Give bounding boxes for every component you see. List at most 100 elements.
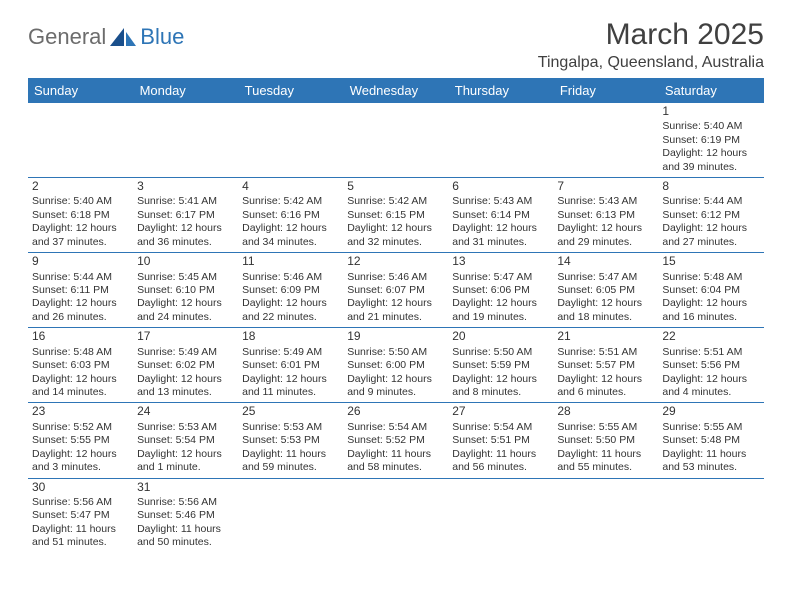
logo-sail-icon (110, 26, 136, 48)
sunrise-text: Sunrise: 5:47 AM (557, 271, 654, 284)
day-number: 11 (242, 254, 339, 269)
day-header-row: SundayMondayTuesdayWednesdayThursdayFrid… (28, 78, 764, 103)
daylight-text: Daylight: 12 hours and 29 minutes. (557, 222, 654, 249)
sunset-text: Sunset: 6:03 PM (32, 359, 129, 372)
daylight-text: Daylight: 12 hours and 27 minutes. (662, 222, 759, 249)
sunrise-text: Sunrise: 5:51 AM (662, 346, 759, 359)
day-number: 30 (32, 480, 129, 495)
calendar-cell: 3Sunrise: 5:41 AMSunset: 6:17 PMDaylight… (133, 178, 238, 253)
day-number: 18 (242, 329, 339, 344)
calendar-cell: 28Sunrise: 5:55 AMSunset: 5:50 PMDayligh… (553, 403, 658, 478)
sunset-text: Sunset: 5:59 PM (452, 359, 549, 372)
calendar-cell: 21Sunrise: 5:51 AMSunset: 5:57 PMDayligh… (553, 328, 658, 403)
day-header: Friday (553, 78, 658, 103)
header: General Blue March 2025 Tingalpa, Queens… (28, 18, 764, 72)
day-number: 16 (32, 329, 129, 344)
day-number: 13 (452, 254, 549, 269)
calendar-cell-empty (28, 103, 133, 178)
day-header: Sunday (28, 78, 133, 103)
day-number: 10 (137, 254, 234, 269)
sunset-text: Sunset: 5:55 PM (32, 434, 129, 447)
daylight-text: Daylight: 12 hours and 32 minutes. (347, 222, 444, 249)
sunrise-text: Sunrise: 5:46 AM (242, 271, 339, 284)
calendar-cell: 14Sunrise: 5:47 AMSunset: 6:05 PMDayligh… (553, 253, 658, 328)
daylight-text: Daylight: 12 hours and 26 minutes. (32, 297, 129, 324)
daylight-text: Daylight: 12 hours and 34 minutes. (242, 222, 339, 249)
calendar-cell: 31Sunrise: 5:56 AMSunset: 5:46 PMDayligh… (133, 478, 238, 553)
daylight-text: Daylight: 11 hours and 51 minutes. (32, 523, 129, 550)
day-number: 1 (662, 104, 759, 119)
sunrise-text: Sunrise: 5:50 AM (452, 346, 549, 359)
sunrise-text: Sunrise: 5:52 AM (32, 421, 129, 434)
sunrise-text: Sunrise: 5:48 AM (662, 271, 759, 284)
sunrise-text: Sunrise: 5:40 AM (32, 195, 129, 208)
daylight-text: Daylight: 12 hours and 31 minutes. (452, 222, 549, 249)
sunset-text: Sunset: 6:15 PM (347, 209, 444, 222)
sunrise-text: Sunrise: 5:40 AM (662, 120, 759, 133)
calendar-cell: 5Sunrise: 5:42 AMSunset: 6:15 PMDaylight… (343, 178, 448, 253)
sunset-text: Sunset: 5:50 PM (557, 434, 654, 447)
location: Tingalpa, Queensland, Australia (538, 54, 764, 72)
sunrise-text: Sunrise: 5:49 AM (137, 346, 234, 359)
calendar-cell: 18Sunrise: 5:49 AMSunset: 6:01 PMDayligh… (238, 328, 343, 403)
sunset-text: Sunset: 6:19 PM (662, 134, 759, 147)
calendar-cell: 30Sunrise: 5:56 AMSunset: 5:47 PMDayligh… (28, 478, 133, 553)
daylight-text: Daylight: 11 hours and 53 minutes. (662, 448, 759, 475)
calendar-cell: 6Sunrise: 5:43 AMSunset: 6:14 PMDaylight… (448, 178, 553, 253)
day-number: 19 (347, 329, 444, 344)
day-number: 25 (242, 404, 339, 419)
day-number: 24 (137, 404, 234, 419)
sunrise-text: Sunrise: 5:56 AM (32, 496, 129, 509)
day-header: Wednesday (343, 78, 448, 103)
calendar-cell: 17Sunrise: 5:49 AMSunset: 6:02 PMDayligh… (133, 328, 238, 403)
day-number: 29 (662, 404, 759, 419)
sunrise-text: Sunrise: 5:53 AM (137, 421, 234, 434)
day-number: 26 (347, 404, 444, 419)
sunrise-text: Sunrise: 5:54 AM (452, 421, 549, 434)
sunset-text: Sunset: 5:46 PM (137, 509, 234, 522)
day-number: 14 (557, 254, 654, 269)
sunset-text: Sunset: 5:54 PM (137, 434, 234, 447)
logo-text-blue: Blue (140, 24, 184, 50)
sunrise-text: Sunrise: 5:44 AM (662, 195, 759, 208)
sunset-text: Sunset: 5:53 PM (242, 434, 339, 447)
sunrise-text: Sunrise: 5:43 AM (452, 195, 549, 208)
calendar-cell: 2Sunrise: 5:40 AMSunset: 6:18 PMDaylight… (28, 178, 133, 253)
daylight-text: Daylight: 11 hours and 59 minutes. (242, 448, 339, 475)
calendar-cell-empty (448, 103, 553, 178)
sunset-text: Sunset: 6:13 PM (557, 209, 654, 222)
calendar-cell: 25Sunrise: 5:53 AMSunset: 5:53 PMDayligh… (238, 403, 343, 478)
daylight-text: Daylight: 11 hours and 58 minutes. (347, 448, 444, 475)
sunset-text: Sunset: 5:47 PM (32, 509, 129, 522)
calendar-body: 1Sunrise: 5:40 AMSunset: 6:19 PMDaylight… (28, 103, 764, 553)
sunset-text: Sunset: 6:07 PM (347, 284, 444, 297)
day-number: 22 (662, 329, 759, 344)
sunset-text: Sunset: 5:48 PM (662, 434, 759, 447)
calendar-cell: 13Sunrise: 5:47 AMSunset: 6:06 PMDayligh… (448, 253, 553, 328)
day-number: 17 (137, 329, 234, 344)
calendar-cell-empty (658, 478, 763, 553)
calendar-cell-empty (343, 103, 448, 178)
sunrise-text: Sunrise: 5:46 AM (347, 271, 444, 284)
calendar-row: 16Sunrise: 5:48 AMSunset: 6:03 PMDayligh… (28, 328, 764, 403)
sunset-text: Sunset: 6:11 PM (32, 284, 129, 297)
sunset-text: Sunset: 6:00 PM (347, 359, 444, 372)
day-header: Monday (133, 78, 238, 103)
sunrise-text: Sunrise: 5:49 AM (242, 346, 339, 359)
daylight-text: Daylight: 12 hours and 14 minutes. (32, 373, 129, 400)
month-title: March 2025 (538, 18, 764, 52)
day-number: 3 (137, 179, 234, 194)
day-number: 20 (452, 329, 549, 344)
sunset-text: Sunset: 6:05 PM (557, 284, 654, 297)
calendar-row: 23Sunrise: 5:52 AMSunset: 5:55 PMDayligh… (28, 403, 764, 478)
calendar-cell: 19Sunrise: 5:50 AMSunset: 6:00 PMDayligh… (343, 328, 448, 403)
calendar-cell: 4Sunrise: 5:42 AMSunset: 6:16 PMDaylight… (238, 178, 343, 253)
day-number: 4 (242, 179, 339, 194)
day-number: 6 (452, 179, 549, 194)
day-header: Saturday (658, 78, 763, 103)
daylight-text: Daylight: 12 hours and 36 minutes. (137, 222, 234, 249)
sunrise-text: Sunrise: 5:50 AM (347, 346, 444, 359)
calendar-cell-empty (343, 478, 448, 553)
sunrise-text: Sunrise: 5:55 AM (557, 421, 654, 434)
daylight-text: Daylight: 12 hours and 4 minutes. (662, 373, 759, 400)
